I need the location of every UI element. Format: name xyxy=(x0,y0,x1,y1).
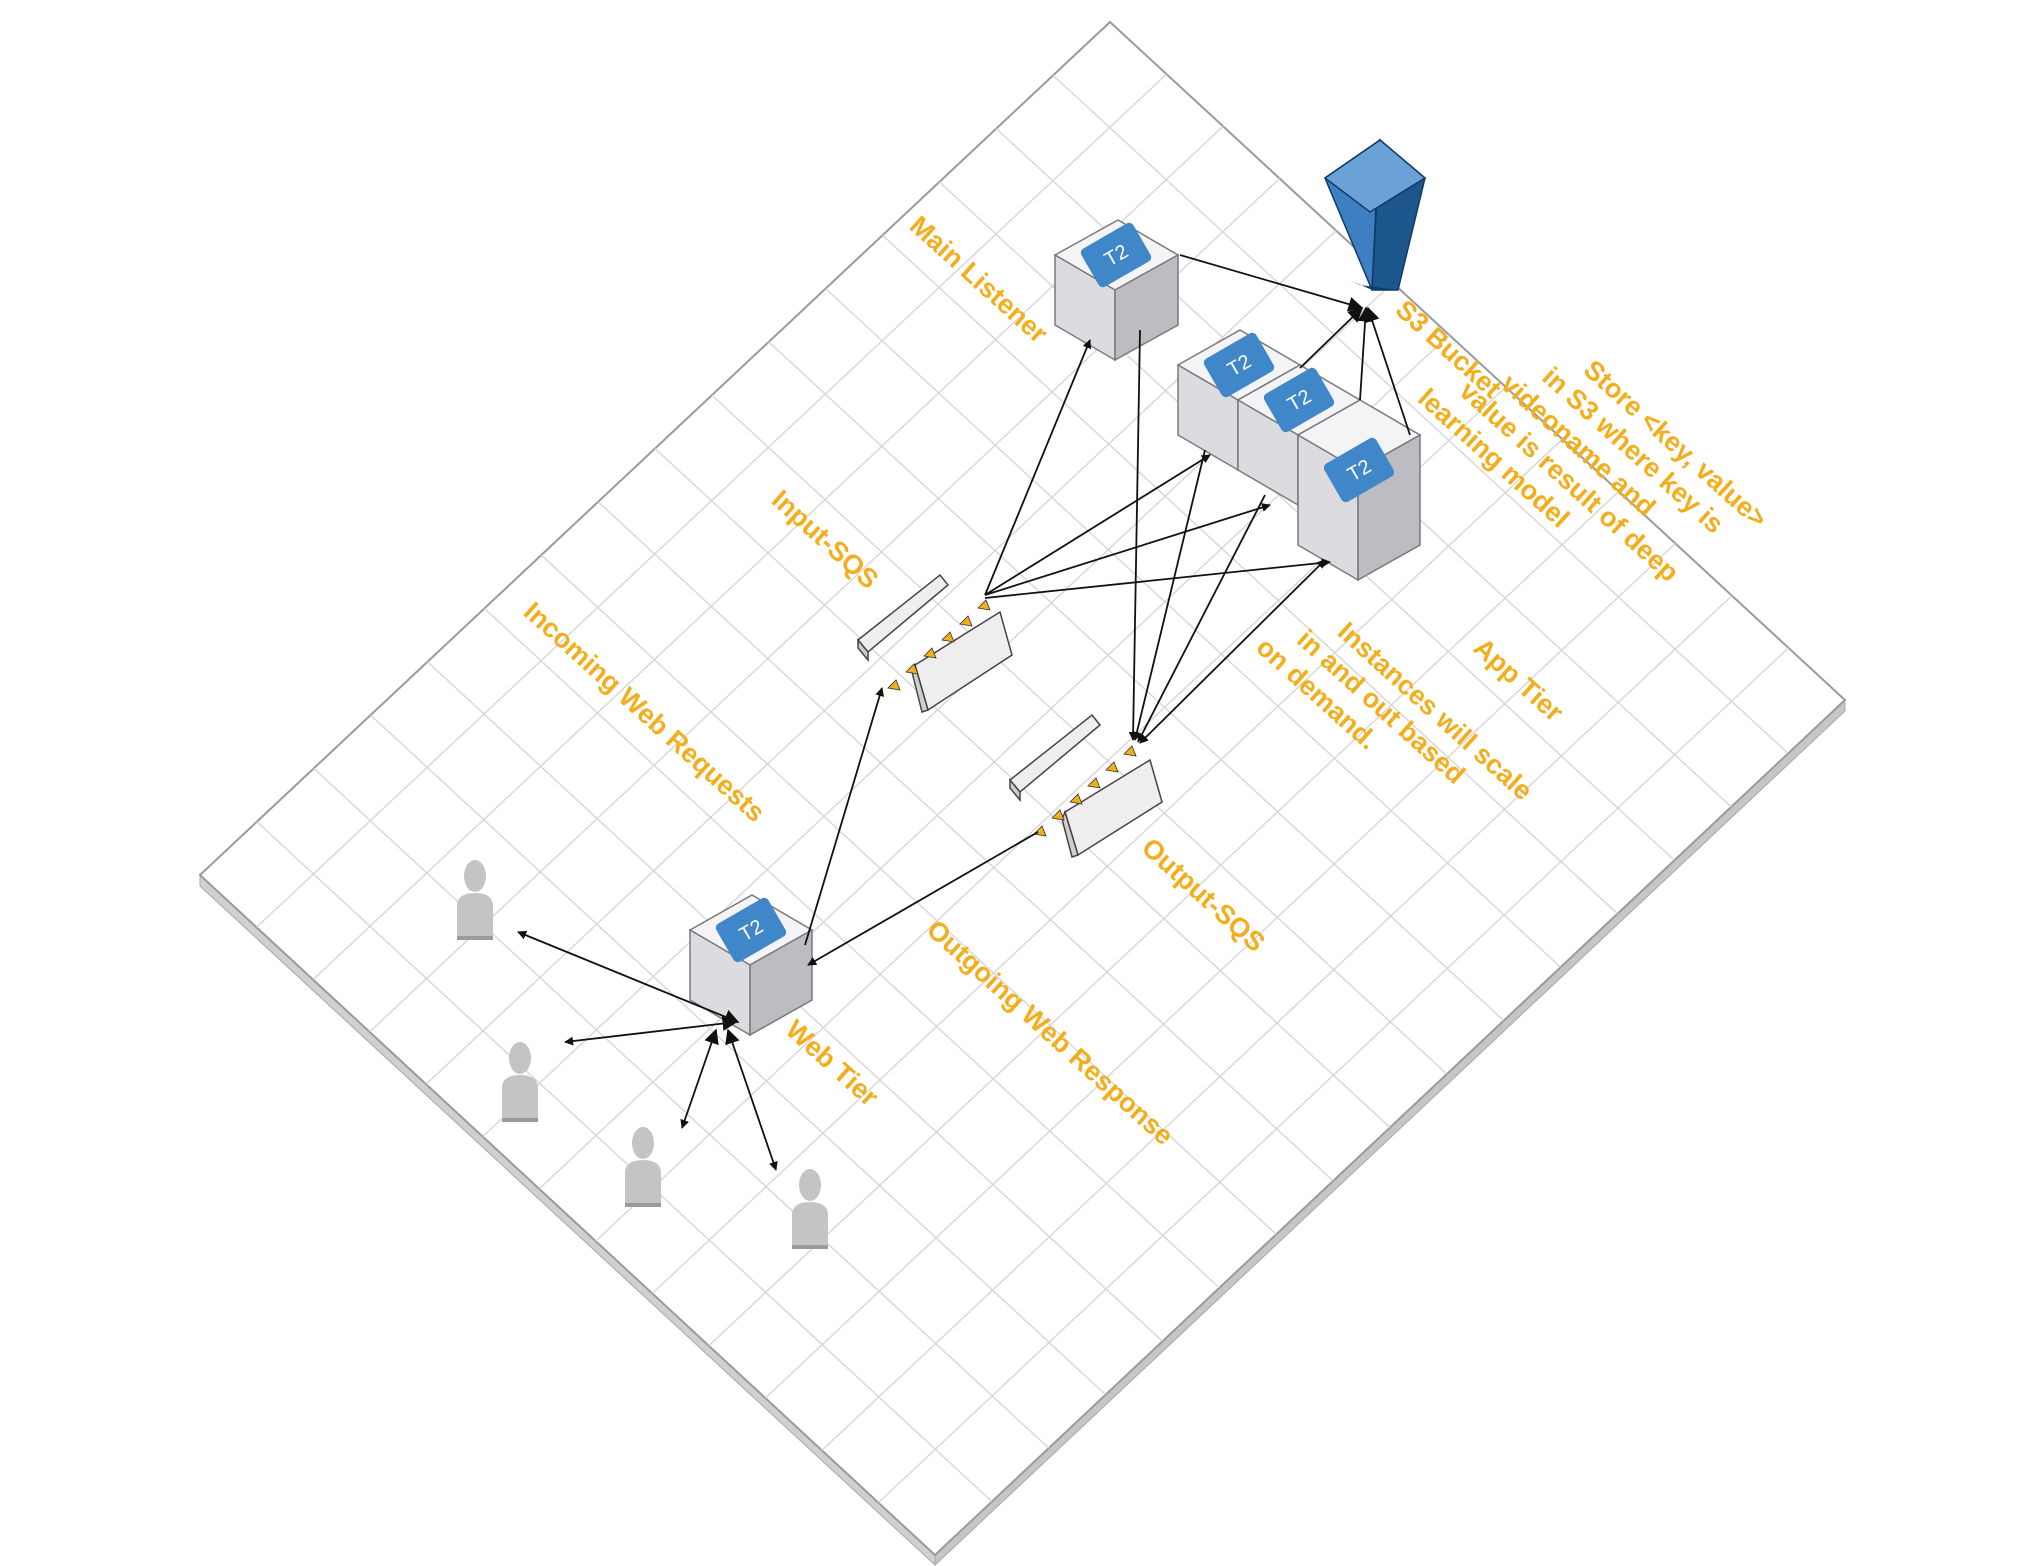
sqs-queue-icon xyxy=(887,599,991,691)
arrow-input-sqs-to-main-listener xyxy=(984,339,1092,596)
user-icon xyxy=(502,1042,538,1122)
grid-line xyxy=(256,73,1167,928)
ec2-instance-icon: T2 xyxy=(1203,332,1275,398)
grid-line xyxy=(764,543,1676,1399)
grid-line xyxy=(540,554,1277,1235)
main-listener-instance[interactable]: T2 xyxy=(1053,219,1180,362)
users xyxy=(457,860,828,1249)
input-sqs-queue[interactable] xyxy=(856,573,1013,713)
arrow-web-tier-user-1 xyxy=(517,930,740,1024)
arrow-output-sqs-to-web-tier xyxy=(807,831,1039,966)
app-tier-instance-3[interactable]: T2 xyxy=(1296,399,1422,582)
arrow-web-tier-user-3 xyxy=(680,1028,719,1129)
grid-line xyxy=(256,821,993,1503)
grid-platform xyxy=(198,20,1847,1566)
ec2-instance-icon: T2 xyxy=(1323,437,1395,503)
grid-line xyxy=(821,595,1733,1451)
arrow-app3-output-sqs xyxy=(1139,559,1326,744)
arrow-app1-to-s3 xyxy=(1299,306,1364,369)
arrow-input-sqs-to-app2 xyxy=(984,503,1271,596)
arrow-web-tier-user-4 xyxy=(725,1028,778,1171)
grid-line xyxy=(483,607,1220,1289)
grid-line xyxy=(878,647,1789,1504)
connectors xyxy=(517,254,1411,1171)
output-sqs-queue[interactable] xyxy=(1008,713,1163,858)
arrow-app2-to-s3 xyxy=(1357,306,1373,401)
arrow-main-listener-to-s3 xyxy=(1179,254,1364,312)
sqs-queue-icon xyxy=(1033,745,1137,837)
grid-line xyxy=(651,438,1563,1294)
user-icon xyxy=(625,1127,661,1207)
grid-line xyxy=(1052,74,1789,754)
arrow-web-tier-to-input-sqs xyxy=(804,687,884,946)
arrow-main-listener-to-output-sqs xyxy=(1128,329,1141,741)
grid-line xyxy=(708,490,1620,1347)
arrow-app3-to-s3 xyxy=(1365,306,1411,436)
ec2-instance-icon: T2 xyxy=(1263,367,1335,433)
ec2-instance-icon: T2 xyxy=(1080,222,1152,288)
grid-line xyxy=(597,501,1334,1182)
arrow-input-sqs-to-app1 xyxy=(984,454,1211,596)
user-icon xyxy=(457,860,493,940)
grid-line xyxy=(768,341,1505,1022)
s3-bucket-icon xyxy=(1323,138,1427,291)
arrow-web-tier-user-2 xyxy=(564,1016,738,1046)
user-icon xyxy=(792,1169,828,1249)
app-tier-instances: T2 T2 T2 xyxy=(1176,329,1422,582)
